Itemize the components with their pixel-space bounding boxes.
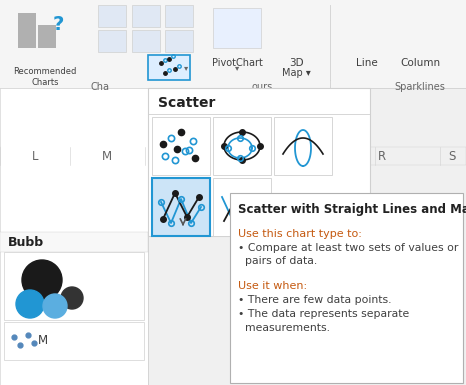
Text: S: S [448, 149, 456, 162]
FancyBboxPatch shape [213, 117, 271, 175]
FancyBboxPatch shape [165, 5, 193, 27]
Text: ?: ? [52, 15, 64, 35]
FancyBboxPatch shape [148, 55, 190, 80]
Text: 3D: 3D [289, 58, 303, 68]
Text: Use it when:: Use it when: [238, 281, 307, 291]
FancyBboxPatch shape [213, 178, 271, 236]
FancyBboxPatch shape [98, 5, 126, 27]
Circle shape [43, 294, 67, 318]
FancyBboxPatch shape [4, 322, 144, 360]
Text: Column: Column [400, 58, 440, 68]
Text: Q: Q [308, 149, 316, 162]
Text: ▾: ▾ [235, 64, 239, 72]
Text: Cha: Cha [90, 82, 110, 92]
FancyBboxPatch shape [210, 5, 265, 60]
FancyBboxPatch shape [213, 8, 261, 48]
Text: • There are few data points.
• The data represents separate
  measurements.: • There are few data points. • The data … [238, 295, 409, 333]
FancyBboxPatch shape [0, 232, 148, 252]
Text: Map ▾: Map ▾ [281, 68, 310, 78]
FancyBboxPatch shape [4, 252, 144, 320]
Text: Use this chart type to:: Use this chart type to: [238, 229, 362, 239]
Circle shape [61, 287, 83, 309]
Text: Scatter: Scatter [158, 96, 215, 110]
Text: Recommended
Charts: Recommended Charts [14, 67, 77, 87]
Text: R: R [378, 149, 386, 162]
FancyBboxPatch shape [98, 30, 126, 52]
FancyBboxPatch shape [0, 88, 148, 385]
Text: L: L [32, 149, 38, 162]
FancyBboxPatch shape [165, 30, 193, 52]
Text: Bubb: Bubb [8, 236, 44, 249]
FancyBboxPatch shape [38, 25, 56, 48]
FancyBboxPatch shape [275, 5, 317, 60]
FancyBboxPatch shape [0, 147, 466, 165]
Circle shape [16, 290, 44, 318]
Text: • Compare at least two sets of values or
  pairs of data.: • Compare at least two sets of values or… [238, 243, 459, 266]
Text: M: M [102, 149, 112, 162]
Text: ▾: ▾ [184, 64, 188, 72]
Text: M: M [38, 335, 48, 348]
Text: PivotChart: PivotChart [212, 58, 262, 68]
FancyBboxPatch shape [274, 117, 332, 175]
FancyBboxPatch shape [230, 193, 463, 383]
Text: N: N [176, 149, 185, 162]
FancyBboxPatch shape [0, 0, 466, 88]
FancyBboxPatch shape [152, 178, 210, 236]
FancyBboxPatch shape [148, 88, 370, 236]
Circle shape [22, 260, 62, 300]
FancyBboxPatch shape [132, 30, 160, 52]
Text: Scatter with Straight Lines and Markers: Scatter with Straight Lines and Markers [238, 203, 466, 216]
FancyBboxPatch shape [152, 117, 210, 175]
Text: Line: Line [356, 58, 378, 68]
Text: Sparklines: Sparklines [395, 82, 445, 92]
FancyBboxPatch shape [18, 13, 36, 48]
FancyBboxPatch shape [132, 5, 160, 27]
Text: ours: ours [251, 82, 273, 92]
